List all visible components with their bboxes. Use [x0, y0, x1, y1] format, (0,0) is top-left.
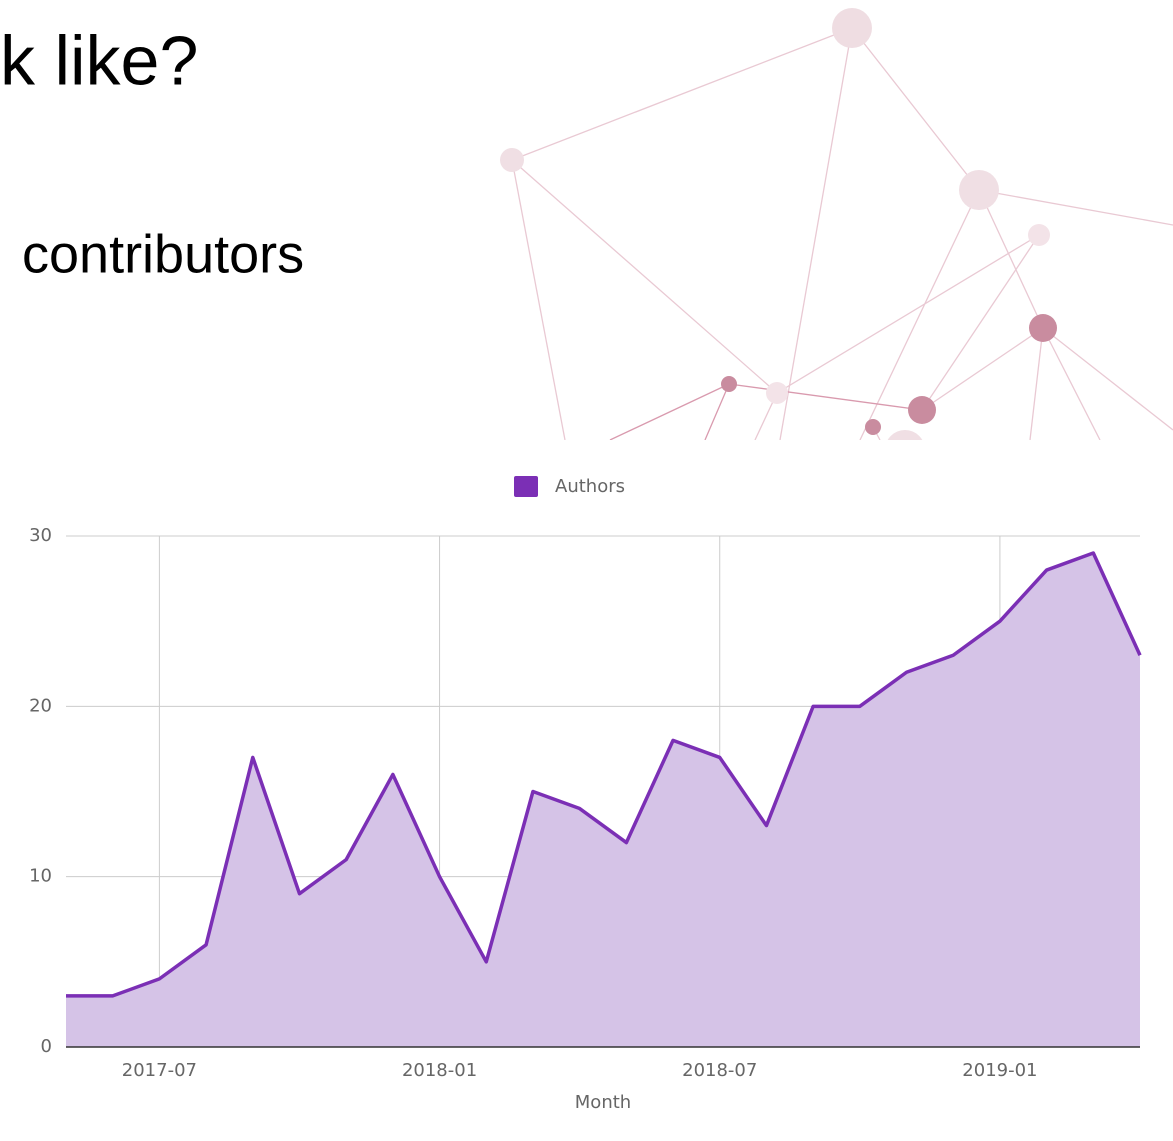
slide-heading: k like? — [0, 21, 198, 99]
chart: 0 10 20 30 Authors 2017-07 2018-01 2018-07 2019-… — [29, 476, 1142, 1113]
area-fill — [66, 553, 1140, 1047]
y-tick-label: 30 — [29, 525, 52, 546]
legend-label: Authors — [555, 476, 625, 497]
x-tick-label: 2017-07 — [122, 1060, 197, 1081]
x-tick-label: 2019-01 — [962, 1060, 1037, 1081]
y-tick-label: 0 — [41, 1036, 52, 1057]
slide-subheading: contributors — [22, 224, 304, 284]
legend-swatch — [514, 476, 538, 497]
x-tick-label: 2018-01 — [402, 1060, 477, 1081]
x-axis-title: Month — [575, 1092, 631, 1113]
x-tick-label: 2018-07 — [682, 1060, 757, 1081]
y-tick-label: 20 — [29, 695, 52, 716]
network-decoration — [500, 8, 1173, 440]
y-tick-label: 10 — [29, 866, 52, 887]
area-line — [66, 551, 1142, 998]
